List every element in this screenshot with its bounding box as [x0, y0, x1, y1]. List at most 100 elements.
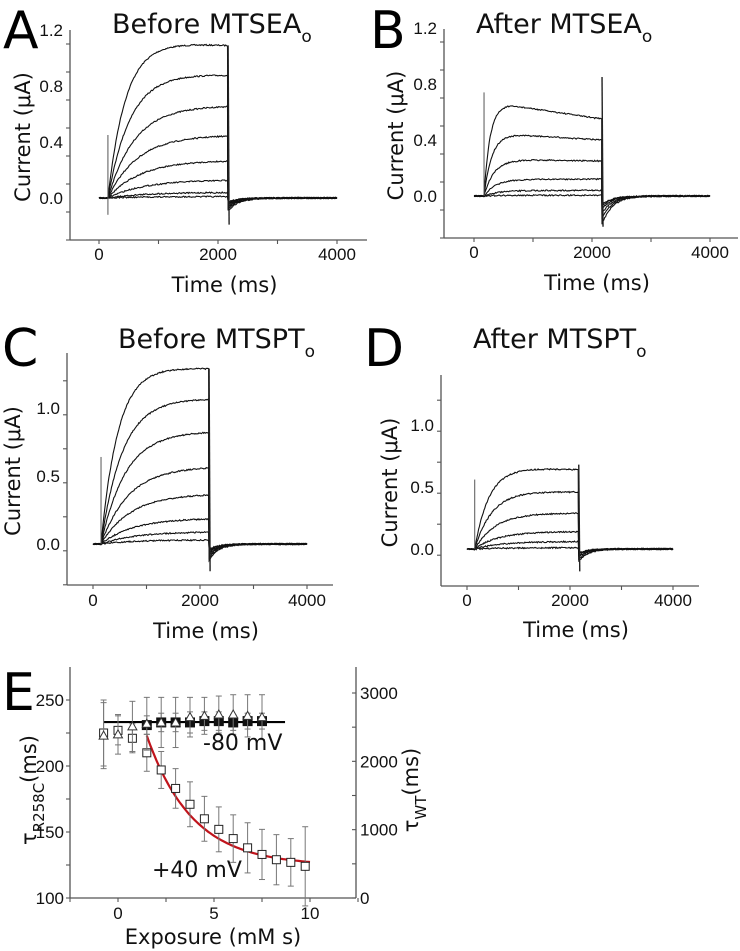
data-point-open-square	[156, 765, 166, 775]
current-trace	[473, 193, 711, 207]
y-tick-label: 0.5	[36, 467, 60, 486]
y-axis-label: Current (μA)	[11, 72, 35, 202]
panel-label: D	[364, 319, 404, 379]
x-axis-label: Time (ms)	[171, 273, 278, 297]
current-trace	[98, 195, 338, 203]
x-tick-label: 0	[88, 591, 97, 610]
y-axis-label: Current (μA)	[1, 406, 25, 536]
panel-title: After MTSPTo	[473, 324, 647, 362]
annotation-plus40mv: +40 mV	[152, 858, 242, 883]
panel-label: C	[2, 319, 38, 379]
current-trace	[474, 177, 711, 210]
current-trace	[92, 397, 308, 560]
data-point-open-triangle	[213, 709, 225, 719]
y-tick-label: 150	[36, 823, 64, 842]
y-tick-label: 200	[36, 757, 64, 776]
x-tick-label: 4000	[691, 243, 729, 262]
data-point-open-square	[199, 814, 209, 824]
y-tick-label: 0.0	[39, 189, 63, 208]
y2-tick-label: 2000	[360, 752, 398, 771]
y-axis-label: Current (μA)	[384, 71, 408, 201]
panel-d: D After MTSPTo 0.0 0.5 1.0 0 2000 4000 Time (ms)…	[364, 319, 699, 642]
data-point-open-triangle	[184, 711, 196, 722]
y-tick-label: 1.0	[410, 416, 434, 435]
current-trace	[92, 517, 308, 553]
capacitive-spike-off	[208, 368, 211, 572]
panel-label: A	[3, 1, 39, 61]
y2-tick-label: 3000	[360, 684, 398, 703]
fit-curve-plus40	[145, 735, 311, 864]
panel-title-text: After MTSPT	[473, 324, 637, 355]
data-point-open-square	[171, 783, 181, 793]
panel-title-subscript: o	[301, 27, 311, 47]
y-tick-label: 0.5	[410, 478, 434, 497]
y-tick-label: 0.0	[36, 535, 60, 554]
data-point-open-triangle	[242, 710, 253, 720]
capacitive-spike-off	[227, 45, 230, 225]
current-trace	[473, 189, 711, 207]
panel-title-text: Before MTSEA	[112, 9, 302, 40]
current-trace	[99, 105, 338, 208]
y-tick-label: 1.0	[36, 399, 60, 418]
x-tick-label: 4000	[318, 245, 356, 264]
data-point-open-square	[185, 799, 195, 809]
current-trace	[466, 530, 674, 556]
panel-label: B	[370, 1, 406, 61]
x-tick-label: 0	[113, 904, 122, 923]
annotation-minus80mv: -80 mV	[203, 731, 282, 756]
panel-c: C Before MTSPTo 0.0 0.5 1.0 0 2000 4000 Time (ms…	[1, 319, 333, 643]
y-tick-label: 100	[36, 889, 64, 908]
panel-title: After MTSEAo	[476, 9, 652, 47]
right-y-axis-label: τWT(ms)	[399, 748, 430, 832]
y-axis-label: Current (μA)	[378, 418, 402, 548]
y-tick-label: 1.2	[413, 19, 437, 38]
panel-b: B After MTSEAo 0.0 0.4 0.8 1.2 0 2000 4000 Time (…	[370, 1, 738, 295]
x-tick-label: 2000	[573, 243, 611, 262]
current-trace	[98, 43, 338, 211]
data-point-open-square	[243, 843, 253, 853]
current-trace	[473, 105, 711, 225]
data-point-open-triangle	[98, 730, 109, 740]
x-tick-label: 2000	[551, 591, 589, 610]
current-trace	[466, 546, 674, 554]
y-tick-label: 0.8	[39, 77, 63, 96]
data-point-open-square	[214, 824, 224, 834]
current-trace	[474, 134, 711, 220]
left-y-axis-label: τR258C(ms)	[17, 735, 48, 845]
x-axis-label: Time (ms)	[152, 619, 259, 643]
y-tick-label: 0.4	[413, 131, 437, 150]
y-tick-label: 1.2	[39, 21, 63, 40]
panel-title: Before MTSPTo	[118, 324, 315, 362]
panel-title: Before MTSEAo	[112, 9, 312, 47]
data-point-open-triangle	[170, 716, 181, 727]
x-tick-label: 0	[469, 243, 478, 262]
y2-tick-label: 1000	[360, 821, 398, 840]
panel-label: E	[2, 663, 35, 723]
data-point-open-triangle	[199, 710, 210, 720]
x-axis-label: Time (ms)	[543, 271, 650, 295]
data-point-open-triangle	[127, 720, 138, 731]
y-tick-label: 0.0	[410, 540, 434, 559]
data-point-open-triangle	[112, 728, 124, 739]
current-trace	[98, 178, 338, 205]
y2-tick-label: 0	[360, 889, 369, 908]
y-tick-label: 250	[36, 691, 64, 710]
x-axis-label: Exposure (mM s)	[125, 925, 301, 949]
panel-a: A Before MTSEAo 0.0 0.4 0.8 1.2 0 2000 4000 Time …	[3, 1, 367, 297]
data-point-open-square	[257, 849, 267, 859]
data-point-open-square	[300, 861, 310, 871]
data-point-open-triangle	[155, 716, 167, 727]
x-tick-label: 0	[462, 591, 471, 610]
data-point-open-square	[271, 855, 281, 865]
y-tick-label: 0.0	[413, 187, 437, 206]
data-point-open-triangle	[141, 718, 153, 728]
panel-title-subscript: o	[305, 342, 315, 362]
x-tick-label: 4000	[288, 591, 326, 610]
data-point-open-triangle	[227, 709, 239, 719]
panel-title-subscript: o	[636, 342, 646, 362]
panel-title-subscript: o	[642, 27, 652, 47]
x-tick-label: 2000	[181, 591, 219, 610]
x-tick-label: 4000	[654, 591, 692, 610]
